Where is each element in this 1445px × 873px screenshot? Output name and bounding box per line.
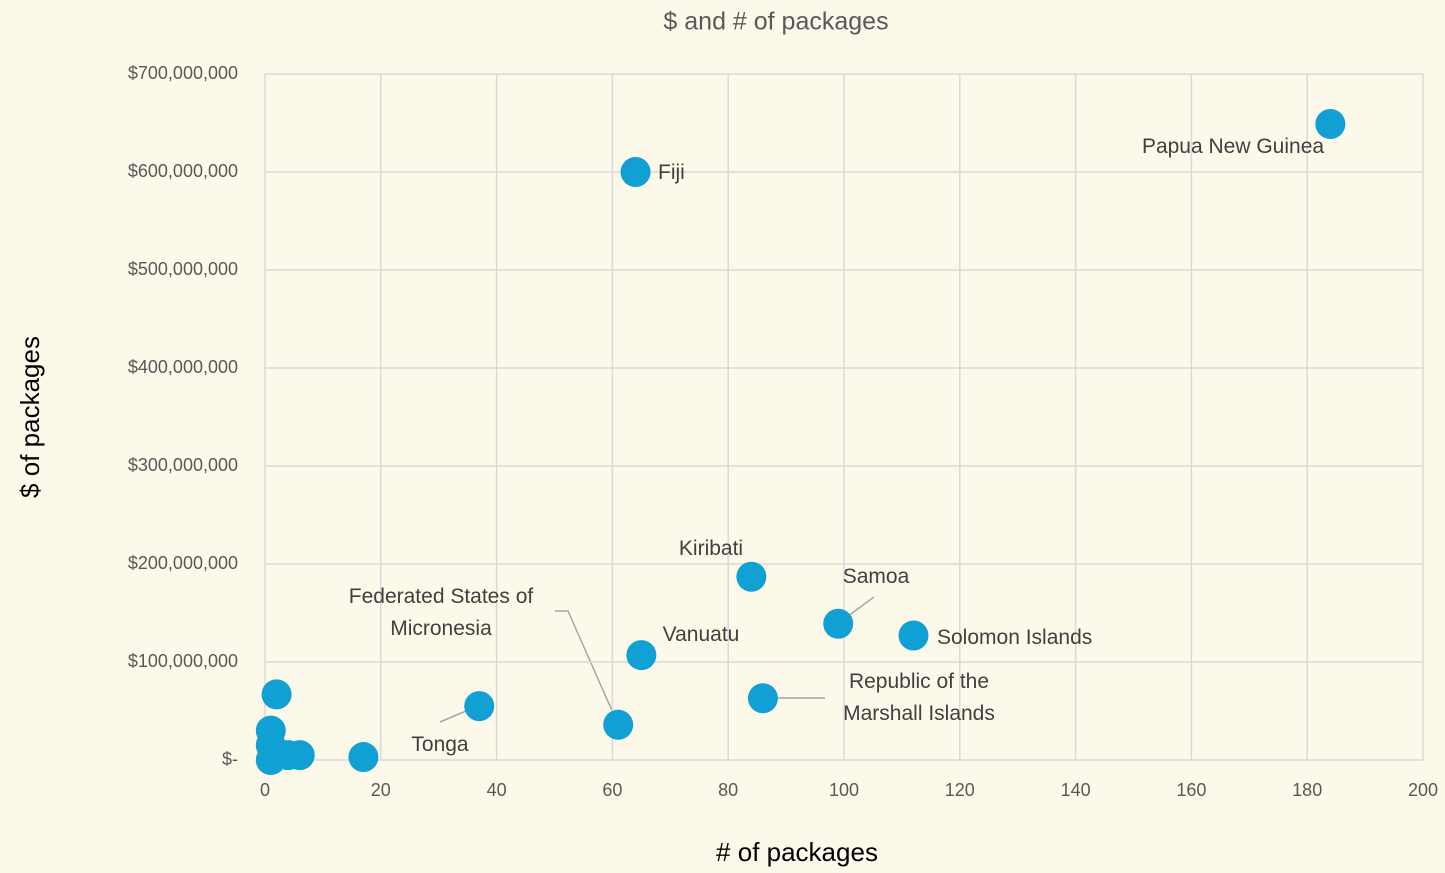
- point-label: Republic of the Marshall Islands: [843, 670, 995, 725]
- x-tick-label: 20: [371, 780, 391, 800]
- y-tick-label: $600,000,000: [128, 161, 238, 181]
- x-axis-title: # of packages: [716, 837, 878, 867]
- point: [898, 620, 929, 651]
- point-label: Kiribati: [678, 537, 744, 560]
- x-tick-label: 0: [260, 780, 270, 800]
- y-tick-label: $200,000,000: [128, 553, 238, 573]
- point: [736, 561, 767, 592]
- point-label: Fiji: [658, 161, 685, 184]
- point-label: Federated States of Micronesia: [348, 585, 534, 640]
- point: [1315, 108, 1346, 139]
- x-tick-label: 40: [487, 780, 507, 800]
- x-tick-label: 60: [602, 780, 622, 800]
- point-label: Solomon Islands: [937, 626, 1093, 649]
- leader-line: [555, 610, 618, 723]
- y-tick-label: $300,000,000: [128, 455, 238, 475]
- point: [348, 742, 379, 773]
- point: [261, 679, 292, 710]
- x-tick-label: 80: [718, 780, 738, 800]
- x-tick-label: 200: [1408, 780, 1438, 800]
- x-tick-label: 180: [1292, 780, 1322, 800]
- y-tick-label: $500,000,000: [128, 259, 238, 279]
- point: [620, 157, 651, 187]
- point-label: Vanuatu: [662, 623, 740, 646]
- point-label: Samoa: [842, 565, 910, 588]
- point: [626, 640, 657, 671]
- point: [284, 740, 315, 771]
- point: [464, 691, 495, 722]
- chart-title: $ and # of packages: [663, 8, 888, 36]
- y-tick-label: $400,000,000: [128, 357, 238, 377]
- y-tick-label: $700,000,000: [128, 63, 238, 83]
- point-label: Papua New Guinea: [1141, 135, 1325, 158]
- point: [747, 683, 778, 714]
- point-label: Tonga: [411, 733, 469, 756]
- x-tick-label: 120: [945, 780, 975, 800]
- x-tick-label: 160: [1176, 780, 1206, 800]
- x-tick-label: 140: [1061, 780, 1091, 800]
- y-tick-label: $-: [222, 749, 238, 769]
- x-tick-label: 100: [829, 780, 859, 800]
- point: [823, 608, 854, 639]
- point: [603, 709, 634, 740]
- y-axis-title: $ of packages: [15, 336, 45, 498]
- y-tick-label: $100,000,000: [128, 651, 238, 671]
